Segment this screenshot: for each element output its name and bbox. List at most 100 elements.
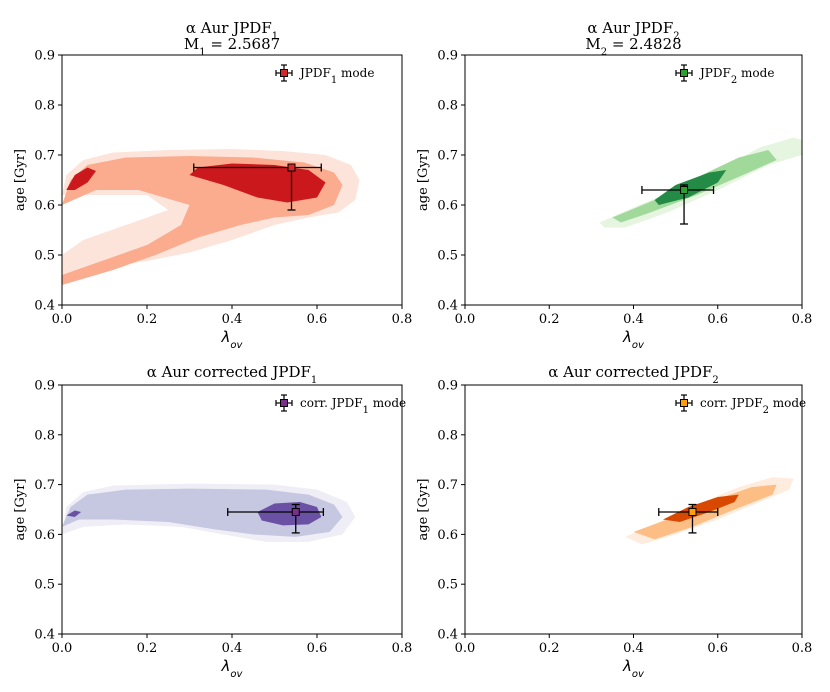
chart-title-part: 2 [712,375,718,386]
legend: corr. JPDF2 mode [675,394,806,416]
contour-group [62,483,356,542]
x-tick-label: 0.8 [392,641,413,656]
x-tick-label: 0.8 [792,641,813,656]
mode-marker [680,186,689,194]
chart-subtitle: M2 = 2.4828 [585,35,681,58]
x-tick-label: 0.2 [137,641,158,656]
x-tick-label: 0.2 [137,312,158,327]
chart-panel-4: 0.0 0.2 0.4 0.6 0.8 0.4 0.5 0.6 0.7 0.8 0.9 λov age … [416,363,812,680]
contour-region-dark2 [66,510,82,517]
y-tick-label: 0.5 [437,578,458,593]
x-axis-label-part: λ [622,657,632,675]
legend-label-part: 2 [763,405,769,416]
legend-marker [680,69,688,77]
chart-subtitle-part: M [184,35,199,53]
y-axis-label: age [Gyr] [416,149,431,211]
x-tick-label: 0.4 [623,641,644,656]
legend-label-part: 2 [731,75,737,86]
legend-marker [280,399,288,407]
y-tick-label: 0.9 [437,379,458,394]
chart-title-part: 1 [272,31,278,42]
x-tick-label: 0.8 [792,312,813,327]
y-tick-label: 0.4 [34,628,55,643]
x-tick-label: 0.6 [707,641,728,656]
chart-subtitle: M1 = 2.5687 [184,35,280,58]
x-axis-label: λov [221,657,244,680]
y-tick-label: 0.7 [437,149,458,164]
x-tick-label: 0.4 [222,312,243,327]
axes-frame [464,384,803,635]
x-tick-label: 0.0 [52,641,73,656]
y-axis-label: age [Gyr] [416,479,431,541]
legend-label-part: 1 [331,75,337,86]
chart-title: α Aur JPDF2 [587,19,679,42]
x-tick-label: 0.0 [52,312,73,327]
chart-title: α Aur corrected JPDF2 [548,363,719,386]
legend: JPDF1 mode [275,64,374,86]
x-tick-label: 0.2 [539,641,560,656]
contour-region-dark [663,494,739,522]
y-tick-label: 0.4 [437,628,458,643]
y-tick-label: 0.6 [437,199,458,214]
y-tick-label: 0.7 [34,149,55,164]
y-tick-label: 0.5 [34,249,55,264]
x-tick-label: 0.6 [307,312,328,327]
chart-panel-2: 0.0 0.2 0.4 0.6 0.8 0.4 0.5 0.6 0.7 0.8 0.9 λov age … [416,19,812,351]
chart-title-part: α Aur corrected JPDF [147,363,311,381]
x-axis-label-part: ov [632,340,645,351]
chart-title-part: α Aur JPDF [186,19,272,37]
chart-subtitle-part: 1 [199,47,205,58]
y-tick-label: 0.4 [437,299,458,314]
legend-label-part: mode [769,396,806,410]
y-tick-label: 0.8 [34,428,55,443]
legend: corr. JPDF1 mode [275,394,406,416]
x-tick-label: 0.6 [307,641,328,656]
chart-subtitle-part: = 2.5687 [206,35,281,53]
axes-frame [464,54,803,306]
legend: JPDF2 mode [675,64,774,86]
legend-label-part: 1 [363,405,369,416]
legend-label-part: JPDF [298,66,331,80]
x-axis-label: λov [622,328,645,351]
x-tick-label: 0.8 [392,312,413,327]
mode-errorbar [193,163,322,211]
mode-errorbar [658,503,719,534]
chart-title-part: α Aur corrected JPDF [548,363,712,381]
y-tick-label: 0.8 [437,99,458,114]
legend-label: JPDF2 mode [698,66,774,86]
x-axis-label: λov [622,657,645,680]
chart-title: α Aur JPDF1 [186,19,278,42]
y-tick-label: 0.9 [437,49,458,64]
x-tick-label: 0.0 [455,641,476,656]
x-axis-label-part: λ [221,328,231,346]
chart-subtitle-part: = 2.4828 [607,35,682,53]
x-axis-label-part: λ [221,657,231,675]
legend-label-part: mode [737,66,774,80]
contour-group [599,137,802,228]
y-tick-label: 0.8 [437,428,458,443]
x-axis-label: λov [221,328,244,351]
chart-subtitle-part: M [585,35,600,53]
y-tick-label: 0.5 [34,578,55,593]
x-axis-label-part: λ [622,328,632,346]
legend-label-part: JPDF [698,66,731,80]
legend-label-part: corr. JPDF [300,396,363,410]
y-tick-label: 0.5 [437,249,458,264]
y-tick-label: 0.9 [34,379,55,394]
x-axis-label-part: ov [230,340,243,351]
mode-errorbar [641,184,715,225]
y-tick-label: 0.8 [34,99,55,114]
x-tick-label: 0.2 [539,312,560,327]
x-tick-label: 0.4 [222,641,243,656]
legend-label-part: mode [337,66,374,80]
mode-errorbar [227,503,325,534]
y-tick-label: 0.6 [437,528,458,543]
mode-marker [688,507,697,516]
contour-region-mid [62,488,343,537]
y-tick-label: 0.6 [34,528,55,543]
x-axis-label-part: ov [230,669,243,680]
y-axis-label: age [Gyr] [13,149,28,211]
legend-marker [280,69,288,77]
x-tick-label: 0.6 [707,312,728,327]
